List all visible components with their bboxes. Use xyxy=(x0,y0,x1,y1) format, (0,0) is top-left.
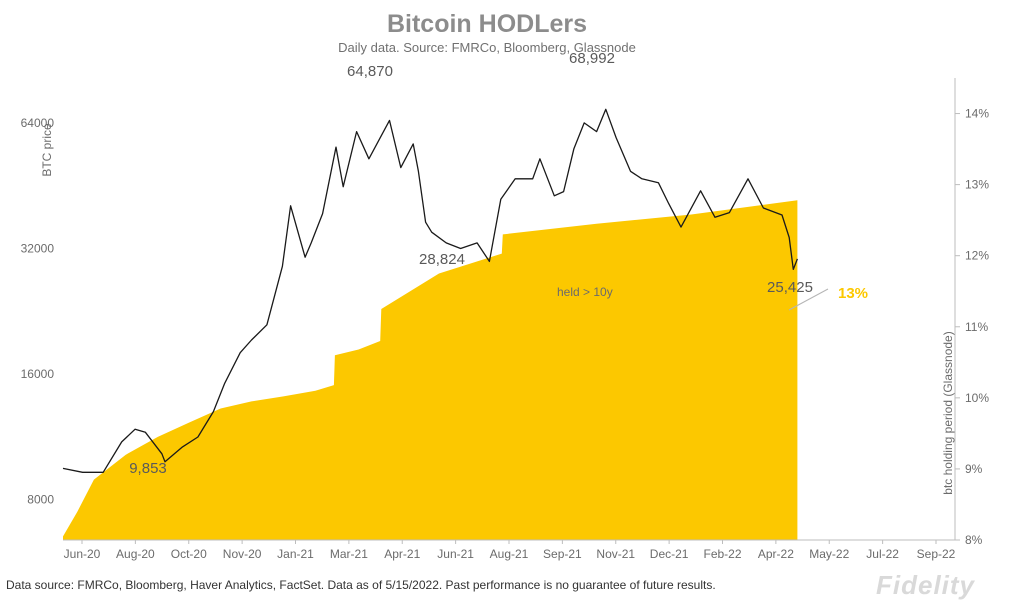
y-ticks-right: 8% 9% 10% 11% 12% 13% 14% xyxy=(955,107,989,547)
chart-title: Bitcoin HODLers xyxy=(387,10,587,38)
x-tick-label: May-22 xyxy=(809,547,849,561)
series-btc-price-line xyxy=(62,108,799,473)
y-right-tick-label: 8% xyxy=(965,533,983,547)
x-tick-label: Mar-21 xyxy=(330,547,368,561)
annotation-64870: 64,870 xyxy=(347,63,393,80)
y-left-tick-label: 8000 xyxy=(27,493,54,507)
annotation-13pct-leader xyxy=(788,288,829,311)
x-tick-label: Jan-21 xyxy=(277,547,314,561)
annotations: 64,870 68,992 9,853 28,824 25,425 13% xyxy=(129,50,868,477)
x-tick-label: Nov-21 xyxy=(596,547,635,561)
x-ticks: Jun-20 Aug-20 Oct-20 Nov-20 Jan-21 Mar-21 Apr-… xyxy=(64,540,956,561)
footer-note: Data source: FMRCo, Bloomberg, Haver Ana… xyxy=(6,578,716,592)
x-tick-label: Aug-20 xyxy=(116,547,155,561)
y-right-tick-label: 13% xyxy=(965,178,989,192)
x-tick-label: Sep-21 xyxy=(543,547,582,561)
y-right-tick-label: 11% xyxy=(965,320,988,334)
y-ticks-left: 8000 16000 32000 64000 xyxy=(21,116,55,507)
annotation-25425: 25,425 xyxy=(767,279,813,296)
x-tick-label: Oct-20 xyxy=(171,547,207,561)
x-tick-label: Apr-21 xyxy=(384,547,420,561)
legend-swatch xyxy=(545,287,555,297)
x-tick-label: Jun-21 xyxy=(437,547,474,561)
annotation-28824: 28,824 xyxy=(419,251,465,268)
series-held-10y-area xyxy=(63,200,798,541)
y-right-label: btc holding period (Glassnode) xyxy=(941,331,955,494)
area-layer xyxy=(63,200,798,541)
y-left-tick-label: 32000 xyxy=(21,241,55,255)
y-left-label: BTC price xyxy=(40,123,54,177)
y-right-tick-label: 14% xyxy=(965,107,989,121)
x-tick-label: Nov-20 xyxy=(223,547,262,561)
annotation-13pct: 13% xyxy=(838,285,868,302)
x-tick-label: Jun-20 xyxy=(64,547,101,561)
y-right-tick-label: 10% xyxy=(965,391,989,405)
x-tick-label: Dec-21 xyxy=(650,547,689,561)
annotation-9853: 9,853 xyxy=(129,460,167,477)
legend: held > 10y xyxy=(545,285,613,299)
chart: Bitcoin HODLers Daily data. Source: FMRC… xyxy=(21,10,990,561)
legend-label: held > 10y xyxy=(557,285,613,299)
annotation-68992: 68,992 xyxy=(569,50,615,67)
x-tick-label: Apr-22 xyxy=(758,547,794,561)
x-tick-label: Aug-21 xyxy=(490,547,529,561)
fidelity-logo: Fidelity xyxy=(876,570,976,600)
price-layer xyxy=(62,108,799,473)
y-right-tick-label: 9% xyxy=(965,462,983,476)
x-tick-label: Feb-22 xyxy=(703,547,741,561)
x-tick-label: Jul-22 xyxy=(866,547,899,561)
y-right-tick-label: 12% xyxy=(965,249,989,263)
x-tick-label: Sep-22 xyxy=(917,547,956,561)
chart-subtitle: Daily data. Source: FMRCo, Bloomberg, Gl… xyxy=(338,40,636,55)
y-left-tick-label: 64000 xyxy=(21,116,55,130)
y-left-tick-label: 16000 xyxy=(21,367,55,381)
